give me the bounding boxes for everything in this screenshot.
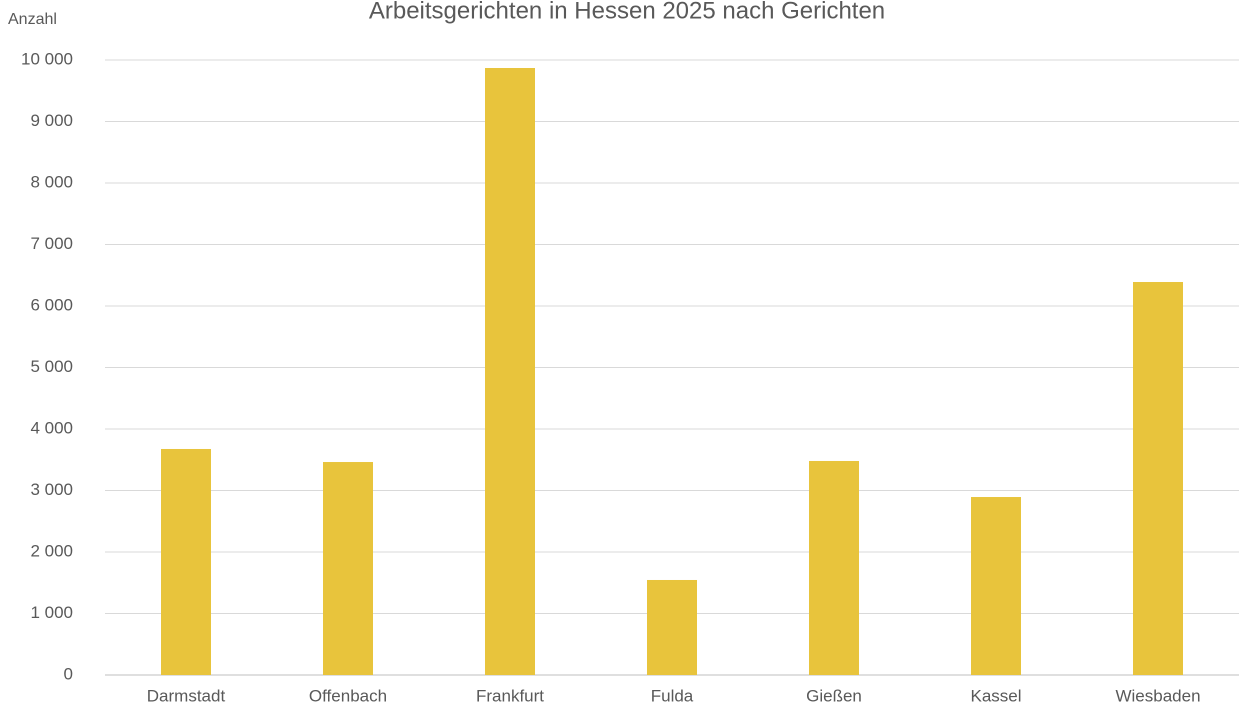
chart-title: Arbeitsgerichten in Hessen 2025 nach Ger… [369, 0, 885, 24]
y-tick-label: 6 000 [30, 295, 73, 314]
y-tick-label: 10 000 [21, 49, 73, 68]
x-tick-label: Wiesbaden [1115, 686, 1200, 705]
x-tick-label: Gießen [806, 686, 862, 705]
y-tick-label: 5 000 [30, 357, 73, 376]
y-tick-label: 0 [64, 664, 73, 683]
y-axis-label: Anzahl [8, 11, 57, 28]
x-tick-label: Kassel [970, 686, 1021, 705]
bar [161, 448, 211, 675]
x-tick-label: Offenbach [309, 686, 387, 705]
bar [647, 579, 697, 675]
bar [809, 460, 859, 675]
x-tick-label: Darmstadt [147, 686, 226, 705]
y-tick-label: 9 000 [30, 111, 73, 130]
x-tick-label: Fulda [651, 686, 694, 705]
bar [485, 67, 535, 676]
bar [971, 497, 1021, 675]
y-tick-label: 2 000 [30, 541, 73, 560]
y-tick-label: 3 000 [30, 480, 73, 499]
x-tick-label: Frankfurt [476, 686, 544, 705]
y-tick-label: 4 000 [30, 418, 73, 437]
y-tick-label: 7 000 [30, 234, 73, 253]
y-tick-label: 8 000 [30, 172, 73, 191]
bar [323, 462, 373, 675]
y-tick-label: 1 000 [30, 603, 73, 622]
bar [1133, 282, 1183, 675]
